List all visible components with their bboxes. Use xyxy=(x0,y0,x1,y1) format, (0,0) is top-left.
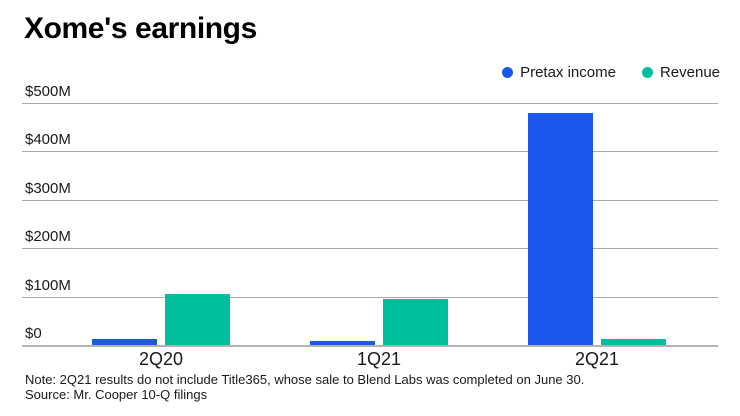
bar-pretax-income-2q20 xyxy=(92,339,157,345)
y-gridline xyxy=(22,151,718,153)
y-tick-label: $400M xyxy=(25,131,71,149)
chart-note: Note: 2Q21 results do not include Title3… xyxy=(25,372,585,387)
x-tick-label-2q21: 2Q21 xyxy=(574,349,620,369)
chart-source: Source: Mr. Cooper 10-Q filings xyxy=(25,387,208,402)
y-tick-label: $0 xyxy=(25,325,42,342)
x-axis-baseline xyxy=(22,345,718,347)
legend-label-pretax-income: Pretax income xyxy=(520,64,616,81)
y-tick-label: $100M xyxy=(25,276,71,294)
x-tick-label-1q21: 1Q21 xyxy=(356,349,402,369)
y-tick-label: $200M xyxy=(25,228,71,246)
legend-item-revenue: Revenue xyxy=(641,64,720,81)
y-gridline xyxy=(22,248,718,250)
legend-dot-pretax-income-icon xyxy=(502,67,514,78)
y-tick-label: $500M xyxy=(25,83,71,100)
bar-pretax-income-2q21 xyxy=(528,112,593,345)
bar-revenue-2q20 xyxy=(165,294,230,345)
x-tick-label-2q20: 2Q20 xyxy=(138,349,184,369)
y-tick-label: $300M xyxy=(25,179,71,197)
y-gridline xyxy=(22,103,718,104)
legend-dot-revenue-icon xyxy=(641,67,653,78)
bar-pretax-income-1q21 xyxy=(310,341,375,345)
chart-legend: Pretax income Revenue xyxy=(502,64,720,81)
chart-title: Xome's earnings xyxy=(24,12,257,45)
legend-label-revenue: Revenue xyxy=(659,64,720,81)
bar-revenue-1q21 xyxy=(383,299,448,345)
bar-revenue-2q21 xyxy=(601,339,666,345)
y-gridline xyxy=(22,199,718,201)
y-gridline xyxy=(22,296,718,298)
legend-item-pretax-income: Pretax income xyxy=(502,64,616,81)
